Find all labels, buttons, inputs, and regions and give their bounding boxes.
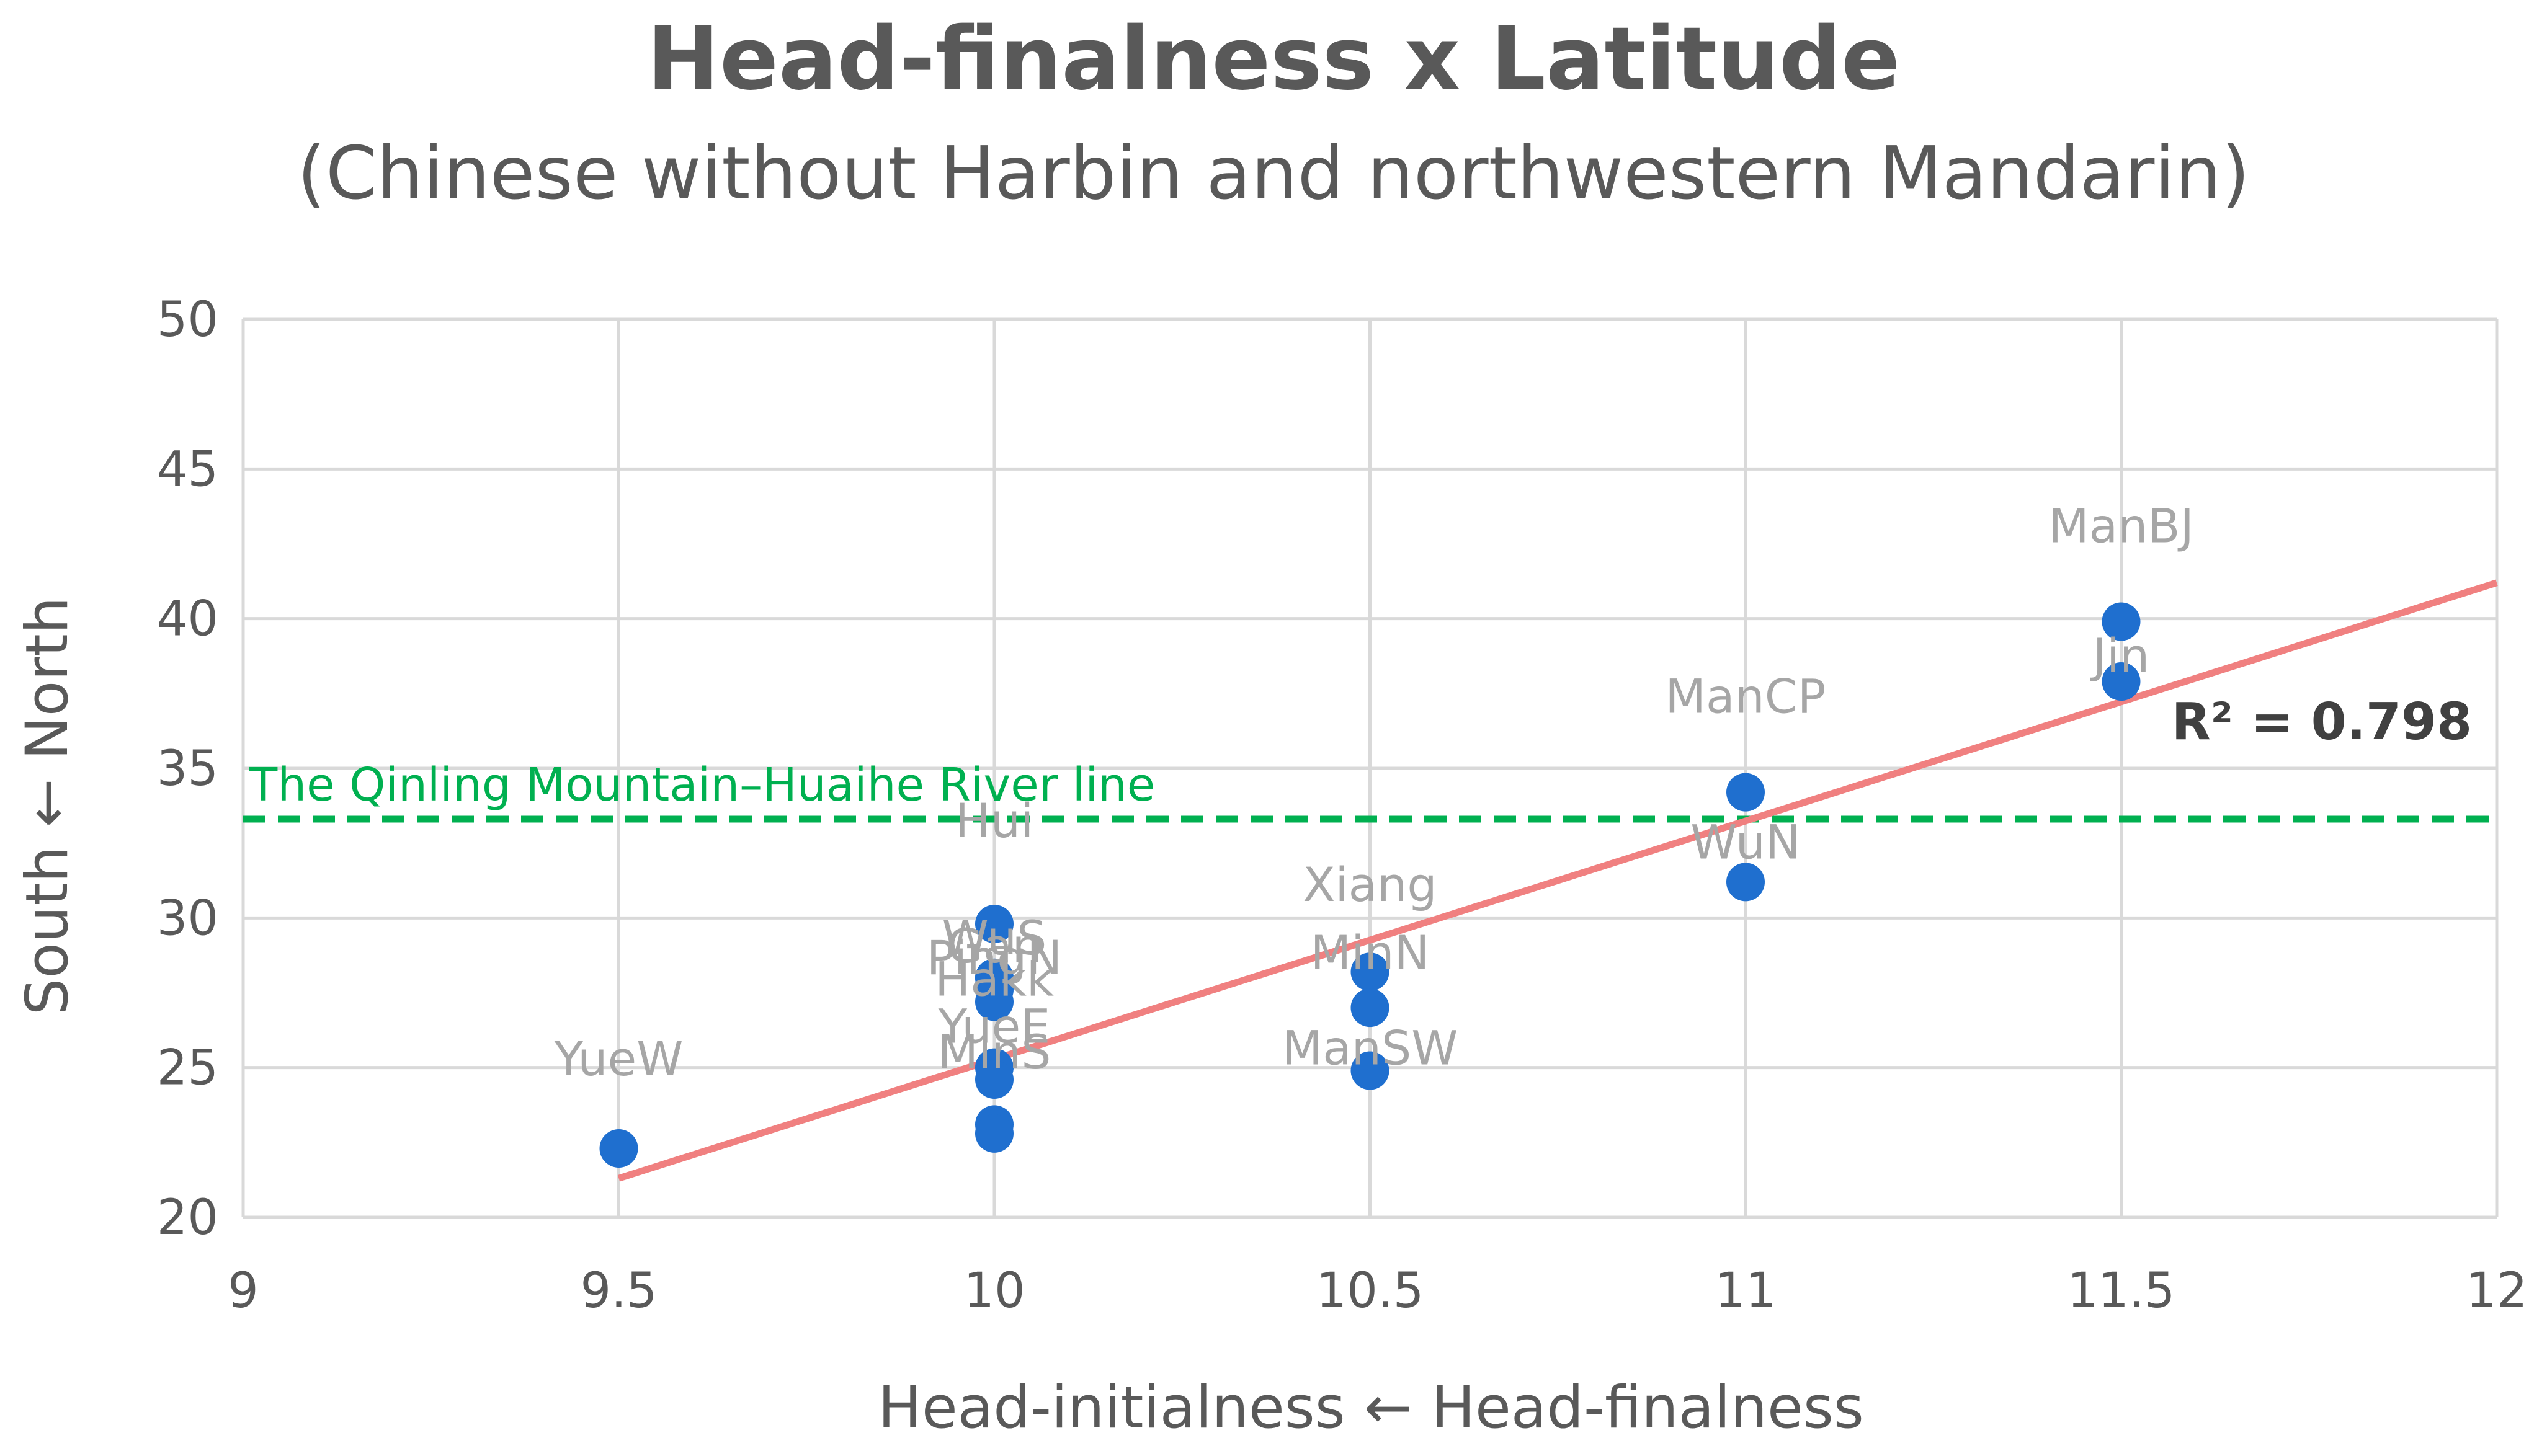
y-tick-label: 50	[157, 292, 218, 348]
y-tick-label: 40	[157, 592, 218, 647]
data-point	[975, 1060, 1014, 1099]
data-point-label: Hui	[955, 793, 1033, 848]
data-point	[1350, 952, 1389, 992]
data-point-label: MinS	[937, 1024, 1051, 1080]
x-tick-label: 9	[228, 1263, 259, 1319]
y-tick-label: 35	[157, 741, 218, 797]
data-point	[1726, 773, 1765, 812]
data-point	[975, 904, 1014, 943]
data-point-label: Gan	[947, 918, 1042, 974]
linear-trendline	[617, 579, 2498, 1182]
tick-labels: 9 9.5 10 10.5 11 11.5 12 20 25 30 35 40 45 50	[157, 292, 2528, 1319]
data-point-label: Xiang	[1303, 857, 1437, 912]
y-tick-label: 25	[157, 1041, 218, 1096]
data-point-label: Jin	[2090, 628, 2150, 683]
data-point	[2102, 602, 2141, 641]
reference-line-label: The Qinling Mountain–Huaihe River line	[249, 758, 1155, 812]
grid	[241, 317, 2499, 1219]
data-point	[1350, 988, 1389, 1028]
x-tick-label: 10	[963, 1263, 1025, 1319]
reference-line-group: The Qinling Mountain–Huaihe River line	[243, 758, 2497, 823]
data-point-label: MinN	[1311, 925, 1430, 980]
data-point-label: Hakk	[935, 951, 1054, 1006]
y-tick-label: 45	[157, 442, 218, 497]
x-tick-label: 12	[2466, 1263, 2527, 1319]
data-point	[599, 1129, 638, 1168]
x-tick-label: 11.5	[2067, 1263, 2175, 1319]
y-tick-label: 20	[157, 1190, 218, 1246]
data-point	[1726, 863, 1765, 902]
data-point	[2102, 662, 2141, 701]
data-point	[1350, 1051, 1389, 1090]
data-point	[975, 982, 1014, 1021]
data-point-label: PingN	[927, 930, 1063, 985]
r-squared-label: R² = 0.798	[2172, 693, 2472, 752]
data-point	[975, 1114, 1014, 1153]
x-tick-label: 10.5	[1316, 1263, 1424, 1319]
data-point-label: YueE	[938, 999, 1051, 1054]
trendline-group: R² = 0.798	[617, 579, 2498, 1182]
data-points	[599, 602, 2141, 1168]
chart-title: Head-finalness x Latitude	[646, 9, 1901, 110]
chart-subtitle: (Chinese without Harbin and northwestern…	[297, 130, 2250, 216]
y-axis-title: South ← North	[14, 597, 81, 1016]
x-tick-label: 11	[1715, 1263, 1776, 1319]
data-point-label: WuS	[942, 910, 1047, 965]
data-point-label: ManBJ	[2048, 498, 2194, 553]
data-point-label: YueW	[554, 1031, 684, 1086]
data-point-label: WuN	[1690, 814, 1800, 869]
x-tick-label: 9.5	[580, 1263, 657, 1319]
x-axis-title: Head-initialness ← Head-finalness	[878, 1374, 1864, 1442]
data-point-label: ManSW	[1282, 1020, 1458, 1075]
y-tick-label: 30	[157, 890, 218, 946]
data-point-label: ManCP	[1665, 669, 1826, 724]
